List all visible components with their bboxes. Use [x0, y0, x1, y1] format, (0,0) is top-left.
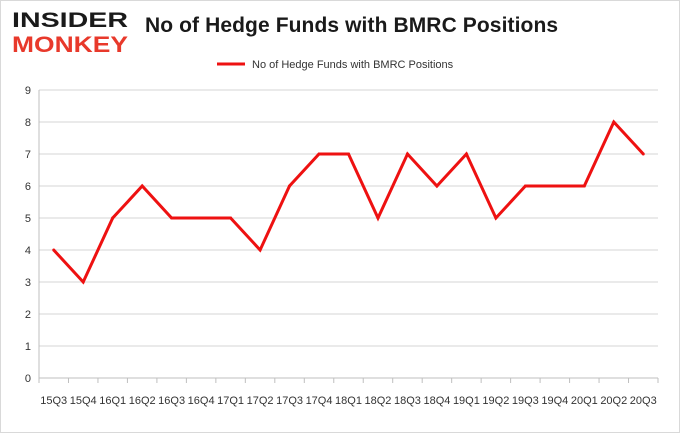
data-point-0-3 — [140, 184, 144, 188]
x-tick-label-15: 19Q2 — [482, 395, 509, 407]
x-tick-label-9: 17Q4 — [306, 395, 333, 407]
x-tick-label-14: 19Q1 — [453, 395, 480, 407]
data-point-0-0 — [52, 248, 56, 252]
data-point-0-7 — [258, 248, 262, 252]
chart-title: No of Hedge Funds with BMRC Positions — [145, 14, 559, 37]
x-tick-label-16: 19Q3 — [512, 395, 539, 407]
y-tick-label-3: 3 — [25, 277, 31, 289]
x-tick-label-17: 19Q4 — [541, 395, 568, 407]
x-tick-label-18: 20Q1 — [571, 395, 598, 407]
x-tick-label-4: 16Q3 — [158, 395, 185, 407]
series-line-0 — [52, 119, 645, 285]
y-tick-label-8: 8 — [25, 117, 31, 129]
x-tick-label-7: 17Q2 — [247, 395, 274, 407]
x-tick-label-19: 20Q2 — [600, 395, 627, 407]
x-tick-label-20: 20Q3 — [630, 395, 657, 407]
x-tick-label-1: 15Q4 — [70, 395, 97, 407]
x-tick-label-3: 16Q2 — [129, 395, 156, 407]
data-point-0-16 — [523, 184, 527, 188]
x-tick-label-2: 16Q1 — [99, 395, 126, 407]
logo-line-insider: INSIDER — [12, 9, 128, 32]
x-tick-label-6: 17Q1 — [217, 395, 244, 407]
x-tick-label-5: 16Q4 — [188, 395, 215, 407]
data-point-0-14 — [464, 152, 468, 156]
data-point-0-15 — [494, 216, 498, 220]
x-tick-label-0: 15Q3 — [40, 395, 67, 407]
y-tick-label-9: 9 — [25, 85, 31, 97]
y-tick-label-5: 5 — [25, 213, 31, 225]
x-tick-label-12: 18Q3 — [394, 395, 421, 407]
data-point-0-17 — [553, 184, 557, 188]
data-point-0-13 — [435, 184, 439, 188]
data-point-0-11 — [376, 216, 380, 220]
y-tick-label-6: 6 — [25, 181, 31, 193]
y-tick-label-7: 7 — [25, 149, 31, 161]
logo-line-monkey: MONKEY — [12, 32, 128, 56]
data-point-0-5 — [199, 216, 203, 220]
data-point-0-18 — [582, 184, 586, 188]
y-tick-label-1: 1 — [25, 341, 31, 353]
insider-monkey-logo: INSIDER MONKEY — [12, 9, 128, 56]
data-point-0-4 — [170, 216, 174, 220]
data-point-0-6 — [229, 216, 233, 220]
x-tick-label-13: 18Q4 — [423, 395, 450, 407]
y-tick-label-4: 4 — [25, 245, 31, 257]
data-point-0-1 — [81, 280, 85, 284]
data-point-0-20 — [641, 152, 645, 156]
x-tick-label-11: 18Q2 — [365, 395, 392, 407]
data-point-0-9 — [317, 152, 321, 156]
legend-label: No of Hedge Funds with BMRC Positions — [252, 59, 454, 71]
data-point-0-10 — [347, 152, 350, 156]
y-tick-label-0: 0 — [25, 373, 31, 385]
data-point-0-8 — [288, 184, 292, 188]
x-tick-label-8: 17Q3 — [276, 395, 303, 407]
x-tick-label-10: 18Q1 — [335, 395, 362, 407]
y-tick-label-2: 2 — [25, 309, 31, 321]
data-point-0-2 — [111, 216, 115, 220]
data-point-0-12 — [405, 152, 409, 156]
data-point-0-19 — [612, 120, 616, 124]
